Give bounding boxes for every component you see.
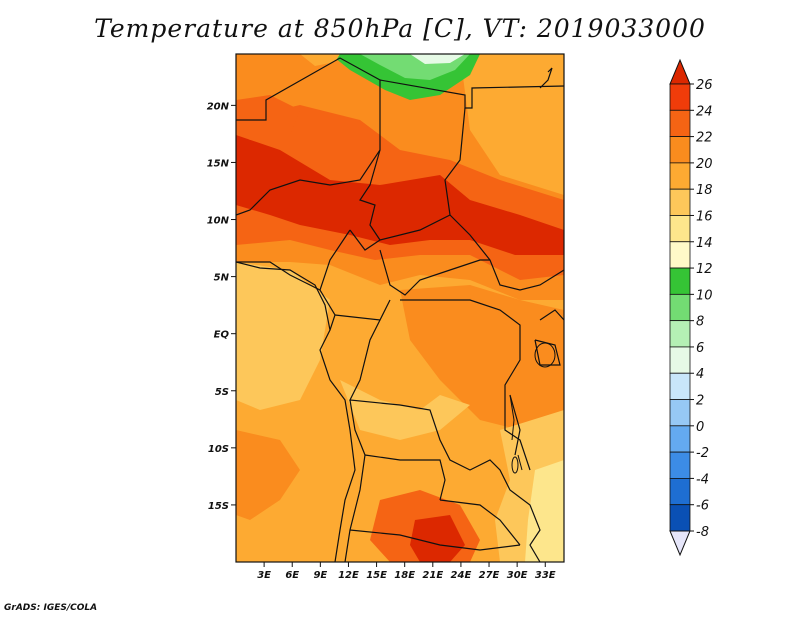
x-tick-label: 12E (338, 570, 359, 581)
colorbar-segment (669, 346, 691, 374)
colorbar-segment (669, 162, 691, 190)
colorbar-segment (669, 451, 691, 479)
temperature-field (236, 54, 564, 562)
colorbar-label: 26 (696, 78, 713, 93)
field-gulf-guinea (236, 262, 330, 410)
colorbar-label: 4 (696, 367, 704, 382)
colorbar-label: 16 (696, 209, 713, 224)
y-tick-label: 5N (214, 273, 230, 284)
y-tick-label: 10S (208, 444, 229, 455)
colorbar-label: -6 (696, 499, 709, 514)
colorbar-segment (669, 83, 691, 111)
colorbar-label: 0 (696, 420, 704, 435)
colorbar-segment (669, 425, 691, 453)
colorbar-segment (669, 399, 691, 427)
x-tick-label: 6E (285, 570, 299, 581)
field-congo-south (340, 380, 470, 440)
colorbar-label: -4 (696, 472, 709, 487)
x-tick-label: 27E (479, 570, 500, 581)
x-tick-label: 3E (257, 570, 271, 581)
field-northwest (236, 95, 300, 140)
colorbar-segment (669, 478, 691, 506)
x-tick-label: 24E (451, 570, 472, 581)
colorbar-segment (669, 372, 691, 400)
colorbar-segment (669, 267, 691, 295)
field-core-26plus (236, 135, 564, 255)
colorbar-segment (669, 241, 691, 269)
field-sahara-pale (410, 54, 465, 64)
y-tick-label: 10N (207, 216, 230, 227)
colorbar-label: -2 (696, 446, 709, 461)
colorbar-segment (669, 293, 691, 322)
field-southeast-cool (525, 460, 564, 562)
y-tick-label: 20N (207, 101, 230, 112)
y-tick-label: 15N (207, 158, 230, 169)
colorbar-label: 6 (696, 341, 704, 356)
x-tick-label: 9E (313, 570, 327, 581)
field-angola-west (236, 430, 300, 520)
colorbar-over-triangle (669, 58, 691, 85)
colorbar-segment (669, 320, 691, 348)
y-axis: 20N 15N 10N 5N EQ 5S 10S 15S (207, 101, 236, 512)
x-axis: 3E 6E 9E 12E 15E 18E 21E 24E 27E 30E 33E (257, 562, 556, 581)
colorbar-segment (669, 504, 691, 532)
x-tick-label: 18E (394, 570, 415, 581)
x-tick-label: 33E (535, 570, 556, 581)
chart-title: Temperature at 850hPa [C], VT: 201903300… (94, 14, 706, 43)
colorbar-under-triangle (669, 530, 691, 557)
colorbar-segment (669, 188, 691, 216)
x-tick-label: 21E (422, 570, 443, 581)
map-frame (235, 53, 565, 563)
colorbar-label: 12 (696, 262, 713, 277)
grads-credit: GrADS: IGES/COLA (4, 603, 98, 613)
lakes (509, 342, 556, 474)
colorbar-label: 20 (696, 157, 713, 172)
colorbar-label: 14 (696, 236, 713, 251)
x-tick-label: 30E (507, 570, 528, 581)
y-tick-label: EQ (214, 330, 230, 341)
y-tick-label: 15S (208, 501, 229, 512)
y-tick-label: 5S (215, 387, 229, 398)
colorbar-label: 8 (696, 315, 704, 330)
colorbar-label: -8 (696, 525, 709, 540)
coastline (236, 261, 356, 562)
colorbar-label: 2 (696, 394, 704, 409)
x-tick-label: 15E (366, 570, 387, 581)
field-east-central (400, 285, 564, 430)
colorbar-segment (669, 136, 691, 164)
colorbar-label: 10 (696, 288, 713, 303)
colorbar-label: 18 (696, 183, 713, 198)
colorbar-label: 22 (696, 131, 713, 146)
field-south-core (410, 515, 465, 562)
colorbar-segment (669, 215, 691, 243)
colorbar-segment (669, 109, 691, 137)
colorbar-label: 24 (696, 104, 713, 119)
